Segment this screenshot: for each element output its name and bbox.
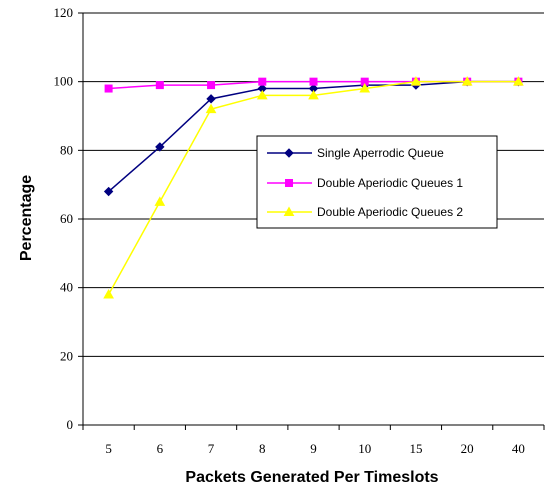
series-3 [103, 76, 524, 299]
y-tick-label-0: 0 [67, 417, 74, 432]
legend-label-2: Double Aperiodic Queues 1 [317, 176, 463, 190]
data-point [461, 76, 473, 86]
y-tick-label-100: 100 [54, 74, 74, 89]
data-point [513, 76, 524, 86]
data-point [154, 196, 166, 206]
data-point [155, 81, 164, 90]
legend-label-1: Single Aperrodic Queue [317, 146, 444, 160]
y-axis-title: Percentage [18, 175, 35, 261]
legend: Single Aperrodic Queue Double Aperiodic Q… [256, 135, 498, 229]
y-tick-label-20: 20 [60, 348, 73, 363]
x-tick-label-8: 8 [259, 441, 266, 456]
x-tick-label-5: 5 [105, 441, 112, 456]
x-tick-label-7: 7 [208, 441, 215, 456]
y-tick-label-60: 60 [60, 211, 73, 226]
x-tick-labels: 5 6 7 8 9 10 15 20 40 [105, 441, 525, 456]
x-tick-label-15: 15 [409, 441, 422, 456]
axes [82, 13, 545, 430]
data-point [308, 89, 319, 100]
data-point [103, 186, 114, 197]
x-tick-label-6: 6 [157, 441, 164, 456]
data-point [205, 103, 217, 114]
data-point [103, 289, 114, 299]
legend-swatch-marker-2 [285, 179, 293, 187]
y-tick-label-120: 120 [54, 5, 74, 20]
series-layer [103, 76, 524, 299]
data-point [155, 142, 165, 152]
data-point [410, 76, 422, 86]
x-tick-label-9: 9 [310, 441, 317, 456]
x-tick-label-20: 20 [461, 441, 474, 456]
y-tick-labels: 0 20 40 60 80 100 120 [54, 5, 74, 432]
legend-swatch-marker-3 [283, 206, 295, 216]
data-point [207, 81, 216, 90]
data-point [258, 77, 267, 86]
legend-swatch-marker-1 [284, 148, 294, 158]
x-tick-label-40: 40 [512, 441, 525, 456]
y-tick-label-80: 80 [60, 142, 73, 157]
x-axis-title: Packets Generated Per Timeslots [185, 469, 438, 486]
data-point [104, 84, 113, 93]
data-point [309, 77, 318, 86]
data-point [256, 89, 268, 100]
x-tick-label-10: 10 [358, 441, 371, 456]
data-point [206, 94, 216, 104]
y-tick-label-40: 40 [60, 280, 73, 295]
data-point [359, 83, 371, 93]
legend-label-3: Double Aperiodic Queues 2 [317, 205, 463, 219]
